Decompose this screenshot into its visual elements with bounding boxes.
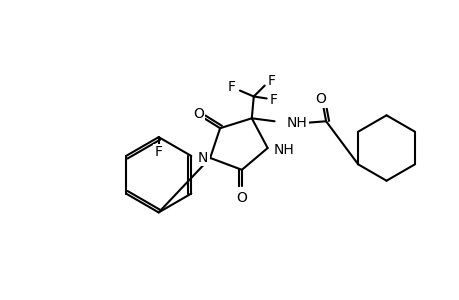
Text: F: F xyxy=(154,145,162,159)
Text: N: N xyxy=(197,151,208,165)
Text: NH: NH xyxy=(273,143,294,157)
Text: F: F xyxy=(267,74,275,88)
Text: O: O xyxy=(315,92,326,106)
Text: O: O xyxy=(236,190,247,205)
Text: NH: NH xyxy=(286,116,307,130)
Text: F: F xyxy=(269,94,277,107)
Text: O: O xyxy=(192,107,203,121)
Text: F: F xyxy=(228,80,235,94)
